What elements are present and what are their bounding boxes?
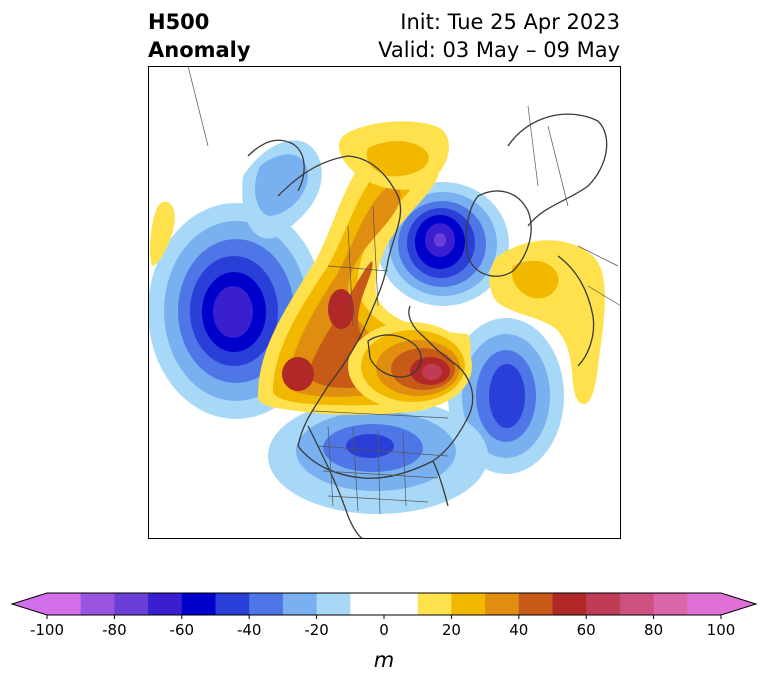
colorbar-tick-label: -100: [30, 621, 64, 639]
colorbar-over-arrow: [721, 593, 756, 615]
colorbar-box: [619, 593, 655, 615]
colorbar-tick-label: 60: [577, 621, 596, 639]
political-borders: [187, 66, 621, 515]
colorbar-tick-label: 0: [379, 621, 389, 639]
valid-range: Valid: 03 May – 09 May: [378, 38, 620, 62]
colorbar-unit-label: m: [374, 648, 394, 672]
colorbar-box: [552, 593, 587, 615]
init-date: Init: Tue 25 Apr 2023: [400, 10, 620, 34]
colorbar-box: [586, 593, 621, 615]
low-greenland: [377, 182, 509, 306]
colorbar-box: [181, 593, 216, 615]
colorbar-box: [485, 593, 520, 615]
colorbar-tick-label: -40: [237, 621, 262, 639]
colorbar-tick-label: -80: [102, 621, 127, 639]
colorbar-box: [80, 593, 115, 615]
colorbar-box: [518, 593, 553, 615]
colorbar-box: [417, 593, 452, 615]
colorbar-box: [148, 593, 183, 615]
colorbar-box: [249, 593, 284, 615]
ridge-west-edge: [150, 201, 175, 266]
title-field: Anomaly: [148, 38, 251, 62]
colorbar-box: [47, 593, 82, 615]
anomaly-map: [148, 66, 621, 539]
colorbar-tick-label: -60: [170, 621, 195, 639]
colorbar-box: [653, 593, 688, 615]
colorbar-box: [114, 593, 149, 615]
colorbar-box: [451, 593, 486, 615]
ridge-hudson-bay: [348, 322, 472, 410]
colorbar-box: [282, 593, 318, 615]
colorbar-box: [350, 593, 419, 615]
map-title: H500 Anomaly: [148, 8, 251, 64]
colorbar-tick-label: 20: [442, 621, 461, 639]
low-alaska: [242, 140, 322, 239]
colorbar-box: [316, 593, 351, 615]
anomaly-field: [148, 121, 605, 514]
low-eastern-us: [268, 398, 488, 514]
colorbar-tick-label: 80: [644, 621, 663, 639]
map-dates: Init: Tue 25 Apr 2023 Valid: 03 May – 09…: [378, 8, 620, 64]
colorbar-box: [215, 593, 250, 615]
ridge-arctic: [338, 121, 449, 190]
ridge-europe: [489, 240, 605, 405]
colorbar-ticks: -100 -80 -60 -40 -20 0 20 40 60 80 100: [30, 615, 735, 639]
colorbar-tick-label: -20: [304, 621, 329, 639]
colorbar-tick-label: 100: [707, 621, 736, 639]
coastlines: [247, 113, 608, 539]
map-frame: [148, 66, 621, 539]
colorbar-box: [687, 593, 722, 615]
colorbar-tick-label: 40: [509, 621, 528, 639]
title-variable: H500: [148, 10, 210, 34]
colorbar-under-arrow: [12, 593, 47, 615]
colorbar: -100 -80 -60 -40 -20 0 20 40 60 80 100 m: [10, 592, 758, 672]
colorbar-boxes: [10, 592, 758, 616]
